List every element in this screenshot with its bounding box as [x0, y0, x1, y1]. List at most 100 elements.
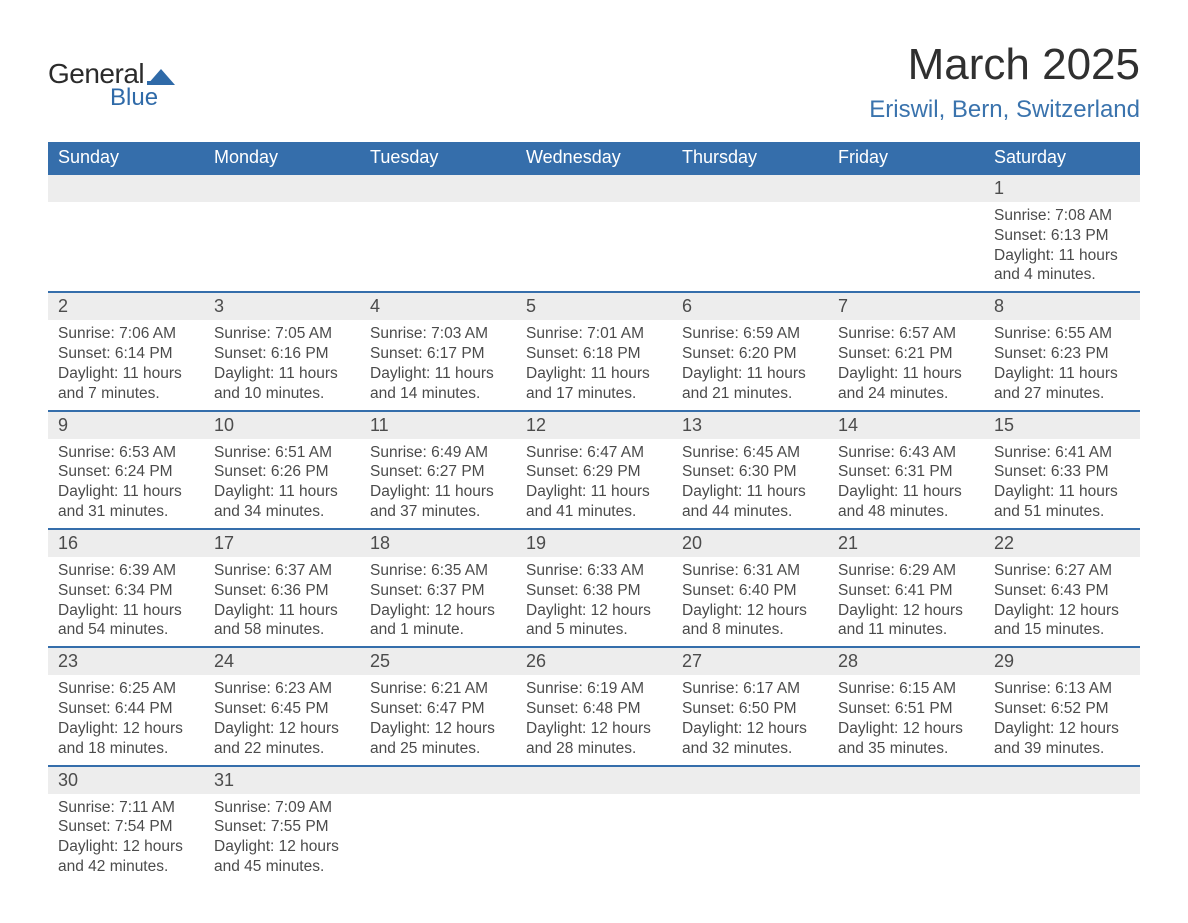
day-number: 9 [48, 412, 204, 439]
day-detail-empty [828, 794, 984, 824]
calendar-week-row: 23Sunrise: 6:25 AMSunset: 6:44 PMDayligh… [48, 647, 1140, 765]
sunrise-text: Sunrise: 6:47 AM [526, 443, 662, 463]
calendar-cell: 2Sunrise: 7:06 AMSunset: 6:14 PMDaylight… [48, 292, 204, 410]
sunrise-text: Sunrise: 6:35 AM [370, 561, 506, 581]
sunset-text: Sunset: 7:54 PM [58, 817, 194, 837]
sunrise-text: Sunrise: 7:09 AM [214, 798, 350, 818]
daylight-text: Daylight: 12 hours and 11 minutes. [838, 601, 974, 641]
sunrise-text: Sunrise: 6:55 AM [994, 324, 1130, 344]
day-number [672, 767, 828, 794]
day-number [672, 175, 828, 202]
daylight-text: Daylight: 11 hours and 14 minutes. [370, 364, 506, 404]
calendar-cell: 15Sunrise: 6:41 AMSunset: 6:33 PMDayligh… [984, 411, 1140, 529]
daylight-text: Daylight: 11 hours and 54 minutes. [58, 601, 194, 641]
sunrise-text: Sunrise: 6:21 AM [370, 679, 506, 699]
sunset-text: Sunset: 6:18 PM [526, 344, 662, 364]
sunrise-text: Sunrise: 7:05 AM [214, 324, 350, 344]
daylight-text: Daylight: 11 hours and 10 minutes. [214, 364, 350, 404]
sunrise-text: Sunrise: 6:53 AM [58, 443, 194, 463]
weekday-friday: Friday [828, 142, 984, 174]
weekday-saturday: Saturday [984, 142, 1140, 174]
day-number: 22 [984, 530, 1140, 557]
calendar-cell [672, 174, 828, 292]
day-number: 21 [828, 530, 984, 557]
sunrise-text: Sunrise: 7:11 AM [58, 798, 194, 818]
day-number: 17 [204, 530, 360, 557]
day-number: 27 [672, 648, 828, 675]
day-number: 23 [48, 648, 204, 675]
day-number: 7 [828, 293, 984, 320]
sunrise-text: Sunrise: 6:51 AM [214, 443, 350, 463]
day-detail: Sunrise: 6:27 AMSunset: 6:43 PMDaylight:… [984, 557, 1140, 646]
calendar-cell [828, 174, 984, 292]
daylight-text: Daylight: 11 hours and 51 minutes. [994, 482, 1130, 522]
calendar-cell [204, 174, 360, 292]
sunset-text: Sunset: 6:43 PM [994, 581, 1130, 601]
sunset-text: Sunset: 6:40 PM [682, 581, 818, 601]
day-number [360, 767, 516, 794]
calendar-cell [672, 766, 828, 883]
day-detail: Sunrise: 6:47 AMSunset: 6:29 PMDaylight:… [516, 439, 672, 528]
day-number [984, 767, 1140, 794]
calendar-cell: 23Sunrise: 6:25 AMSunset: 6:44 PMDayligh… [48, 647, 204, 765]
calendar-cell: 12Sunrise: 6:47 AMSunset: 6:29 PMDayligh… [516, 411, 672, 529]
daylight-text: Daylight: 11 hours and 44 minutes. [682, 482, 818, 522]
day-detail: Sunrise: 6:57 AMSunset: 6:21 PMDaylight:… [828, 320, 984, 409]
sunrise-text: Sunrise: 6:39 AM [58, 561, 194, 581]
day-number [204, 175, 360, 202]
day-detail: Sunrise: 6:29 AMSunset: 6:41 PMDaylight:… [828, 557, 984, 646]
daylight-text: Daylight: 12 hours and 25 minutes. [370, 719, 506, 759]
daylight-text: Daylight: 12 hours and 28 minutes. [526, 719, 662, 759]
day-number: 30 [48, 767, 204, 794]
day-detail: Sunrise: 6:37 AMSunset: 6:36 PMDaylight:… [204, 557, 360, 646]
day-detail-empty [516, 794, 672, 824]
daylight-text: Daylight: 12 hours and 8 minutes. [682, 601, 818, 641]
sunset-text: Sunset: 6:16 PM [214, 344, 350, 364]
sunrise-text: Sunrise: 6:31 AM [682, 561, 818, 581]
calendar-cell: 18Sunrise: 6:35 AMSunset: 6:37 PMDayligh… [360, 529, 516, 647]
sunset-text: Sunset: 6:13 PM [994, 226, 1130, 246]
sunset-text: Sunset: 6:41 PM [838, 581, 974, 601]
day-number: 10 [204, 412, 360, 439]
sunrise-text: Sunrise: 6:49 AM [370, 443, 506, 463]
day-detail: Sunrise: 6:59 AMSunset: 6:20 PMDaylight:… [672, 320, 828, 409]
sunrise-text: Sunrise: 6:19 AM [526, 679, 662, 699]
day-detail: Sunrise: 6:23 AMSunset: 6:45 PMDaylight:… [204, 675, 360, 764]
day-detail: Sunrise: 6:15 AMSunset: 6:51 PMDaylight:… [828, 675, 984, 764]
day-number: 28 [828, 648, 984, 675]
sunset-text: Sunset: 6:26 PM [214, 462, 350, 482]
day-detail-empty [204, 202, 360, 232]
calendar-week-row: 9Sunrise: 6:53 AMSunset: 6:24 PMDaylight… [48, 411, 1140, 529]
day-number: 13 [672, 412, 828, 439]
calendar-cell: 31Sunrise: 7:09 AMSunset: 7:55 PMDayligh… [204, 766, 360, 883]
sunset-text: Sunset: 6:27 PM [370, 462, 506, 482]
sunset-text: Sunset: 6:24 PM [58, 462, 194, 482]
sunset-text: Sunset: 6:17 PM [370, 344, 506, 364]
sunset-text: Sunset: 6:14 PM [58, 344, 194, 364]
sunrise-text: Sunrise: 6:25 AM [58, 679, 194, 699]
sunrise-text: Sunrise: 6:41 AM [994, 443, 1130, 463]
daylight-text: Daylight: 12 hours and 18 minutes. [58, 719, 194, 759]
calendar-cell: 24Sunrise: 6:23 AMSunset: 6:45 PMDayligh… [204, 647, 360, 765]
weekday-sunday: Sunday [48, 142, 204, 174]
sunset-text: Sunset: 6:38 PM [526, 581, 662, 601]
day-detail: Sunrise: 6:45 AMSunset: 6:30 PMDaylight:… [672, 439, 828, 528]
day-detail-empty [672, 794, 828, 824]
calendar-cell: 14Sunrise: 6:43 AMSunset: 6:31 PMDayligh… [828, 411, 984, 529]
calendar-cell [360, 766, 516, 883]
daylight-text: Daylight: 11 hours and 27 minutes. [994, 364, 1130, 404]
sunset-text: Sunset: 6:23 PM [994, 344, 1130, 364]
day-detail-empty [672, 202, 828, 232]
sunrise-text: Sunrise: 6:57 AM [838, 324, 974, 344]
day-number: 31 [204, 767, 360, 794]
calendar-cell [360, 174, 516, 292]
sunset-text: Sunset: 6:52 PM [994, 699, 1130, 719]
calendar-cell: 7Sunrise: 6:57 AMSunset: 6:21 PMDaylight… [828, 292, 984, 410]
daylight-text: Daylight: 11 hours and 31 minutes. [58, 482, 194, 522]
calendar-week-row: 2Sunrise: 7:06 AMSunset: 6:14 PMDaylight… [48, 292, 1140, 410]
day-number [828, 767, 984, 794]
sunrise-text: Sunrise: 6:45 AM [682, 443, 818, 463]
day-detail: Sunrise: 6:51 AMSunset: 6:26 PMDaylight:… [204, 439, 360, 528]
day-detail-empty [48, 202, 204, 232]
day-number [516, 175, 672, 202]
